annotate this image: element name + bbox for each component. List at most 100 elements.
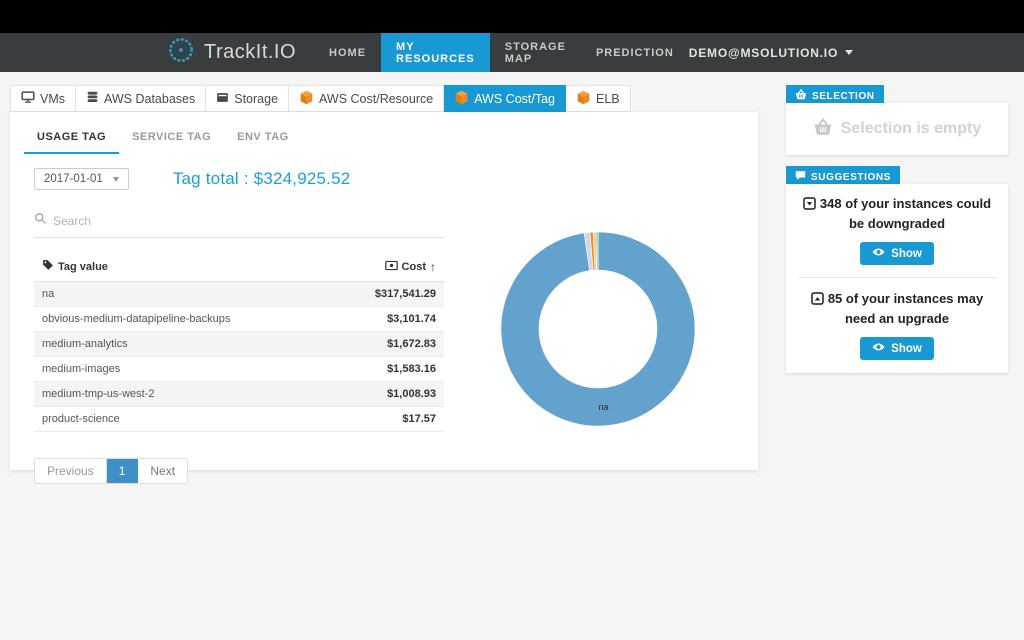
cell-cost: $17.57 [402, 413, 436, 425]
tab-label: AWS Databases [104, 91, 196, 106]
suggestions-header-label: SUGGESTIONS [811, 171, 891, 183]
tab-label: ELB [596, 91, 620, 106]
date-total-row: 2017-01-01 Tag total : $324,925.52 [34, 168, 758, 190]
user-menu[interactable]: DEMO@MSOLUTION.IO [688, 45, 854, 60]
chevron-down-icon [845, 50, 854, 55]
tab-label: VMs [40, 91, 65, 106]
selection-panel: Selection is empty [786, 103, 1008, 155]
tag-cost-table: Tag value Cost ↑ na $317,541.29 obvious-… [34, 253, 444, 432]
aws-cube-icon [454, 90, 469, 108]
tab-label: AWS Cost/Resource [319, 91, 434, 106]
search-bar [34, 212, 444, 238]
downgrade-icon [803, 197, 816, 215]
pagination: Previous 1 Next [34, 458, 189, 484]
database-icon [86, 90, 99, 107]
date-select-value: 2017-01-01 [44, 173, 103, 185]
brand-logo[interactable]: TrackIt.IO [166, 35, 296, 70]
cell-cost: $1,583.16 [387, 363, 436, 375]
column-label: Tag value [58, 260, 108, 273]
basket-icon [813, 117, 833, 141]
show-downgrades-button[interactable]: Show [860, 242, 934, 265]
suggestions-header[interactable]: SUGGESTIONS [786, 166, 900, 188]
table-row[interactable]: product-science $17.57 [34, 407, 444, 432]
tab-aws-cost-tag[interactable]: AWS Cost/Tag [444, 85, 566, 112]
donut-slice-na[interactable] [500, 231, 696, 427]
window-top-strip [0, 0, 1024, 33]
table-row[interactable]: medium-tmp-us-west-2 $1,008.93 [34, 382, 444, 407]
user-email: DEMO@MSOLUTION.IO [688, 45, 839, 60]
cost-donut-chart[interactable]: na [498, 229, 698, 429]
speech-bubble-icon [795, 170, 806, 184]
column-label: Cost [401, 260, 426, 273]
tab-storage[interactable]: Storage [206, 85, 290, 112]
tab-aws-cost-resource[interactable]: AWS Cost/Resource [289, 85, 445, 112]
column-cost[interactable]: Cost ↑ [384, 259, 436, 274]
table-row[interactable]: obvious-medium-datapipeline-backups $3,1… [34, 307, 444, 332]
eye-icon [872, 247, 885, 260]
table-row[interactable]: medium-analytics $1,672.83 [34, 332, 444, 357]
column-tag-value[interactable]: Tag value [42, 259, 108, 274]
aws-cube-icon [576, 90, 591, 108]
trackit-logo-icon [166, 35, 196, 70]
aws-cube-icon [299, 90, 314, 108]
cell-tag-value: obvious-medium-datapipeline-backups [42, 313, 231, 325]
next-page-button[interactable]: Next [138, 459, 188, 483]
sort-ascending-icon: ↑ [430, 259, 436, 274]
chevron-down-icon [112, 176, 119, 182]
nav-link-my-resources[interactable]: MY RESOURCES [381, 33, 490, 72]
search-icon [34, 212, 47, 230]
upgrade-icon [811, 292, 824, 310]
selection-header-label: SELECTION [812, 90, 875, 102]
suggestions-panel: 348 of your instances could be downgrade… [786, 184, 1008, 373]
suggestion-upgrade: 85 of your instances may need an upgrade… [794, 290, 1000, 360]
show-upgrades-button[interactable]: Show [860, 337, 934, 360]
show-button-label: Show [891, 342, 922, 355]
money-icon [384, 260, 398, 274]
cell-tag-value: na [42, 288, 55, 300]
cell-cost: $317,541.29 [374, 288, 436, 300]
page-1-button[interactable]: 1 [106, 459, 139, 483]
cell-tag-value: product-science [42, 413, 120, 425]
cell-tag-value: medium-tmp-us-west-2 [42, 388, 155, 400]
divider [798, 277, 996, 278]
subtab-service-tag[interactable]: SERVICE TAG [132, 131, 212, 143]
cell-tag-value: medium-analytics [42, 338, 128, 350]
tab-elb[interactable]: ELB [566, 85, 631, 112]
eye-icon [872, 342, 885, 355]
tab-label: AWS Cost/Tag [474, 91, 555, 106]
table-row[interactable]: na $317,541.29 [34, 282, 444, 307]
cell-cost: $3,101.74 [387, 313, 436, 325]
nav-links: HOME MY RESOURCES STORAGE MAP PREDICTION [314, 33, 689, 72]
drive-icon [216, 91, 229, 107]
subtab-usage-tag[interactable]: USAGE TAG [24, 122, 120, 154]
nav-link-prediction[interactable]: PREDICTION [595, 46, 674, 59]
tag-subtabs: USAGE TAG SERVICE TAG ENV TAG [24, 122, 758, 154]
selection-header[interactable]: SELECTION [786, 85, 884, 107]
table-row[interactable]: medium-images $1,583.16 [34, 357, 444, 382]
tab-label: Storage [234, 91, 279, 106]
search-input[interactable] [53, 214, 444, 228]
tag-total: Tag total : $324,925.52 [172, 169, 351, 188]
table-body: na $317,541.29 obvious-medium-datapipeli… [34, 282, 444, 432]
tab-aws-databases[interactable]: AWS Databases [76, 85, 207, 112]
tag-icon [42, 259, 54, 274]
cell-tag-value: medium-images [42, 363, 121, 375]
basket-icon [795, 88, 807, 103]
date-select[interactable]: 2017-01-01 [34, 168, 129, 190]
suggestion-text: 348 of your instances could be downgrade… [819, 196, 992, 231]
tab-vms[interactable]: VMs [10, 85, 76, 112]
resource-tab-strip: VMs AWS Databases Storage AWS Cost/Resou… [10, 85, 631, 112]
cell-cost: $1,008.93 [387, 388, 436, 400]
table-header: Tag value Cost ↑ [34, 253, 444, 282]
nav-link-home[interactable]: HOME [329, 46, 367, 59]
monitor-icon [21, 90, 35, 107]
donut-slice-label: na [599, 402, 609, 412]
previous-page-button[interactable]: Previous [35, 459, 107, 483]
selection-empty-text: Selection is empty [840, 120, 982, 137]
suggestion-text: 85 of your instances may need an upgrade [827, 291, 984, 326]
subtab-env-tag[interactable]: ENV TAG [237, 131, 289, 143]
nav-link-storage-map[interactable]: STORAGE MAP [504, 40, 566, 65]
suggestion-downgrade: 348 of your instances could be downgrade… [794, 195, 1000, 265]
show-button-label: Show [891, 247, 922, 260]
cell-cost: $1,672.83 [387, 338, 436, 350]
